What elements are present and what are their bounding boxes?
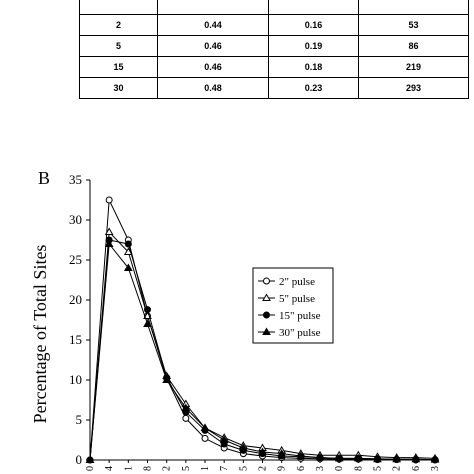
series-line [89,230,436,461]
x-tick-label: 9 [277,466,288,471]
x-tick-label: 4 [104,466,115,471]
legend-marker [262,327,271,335]
data-point [105,196,113,204]
table-cell: 30 [79,77,158,99]
legend-marker [262,293,271,301]
data-point [104,227,114,235]
legend-label: 15" pulse [279,310,321,322]
y-tick-label: 10 [69,372,82,387]
x-tick-label: 3 [315,466,326,471]
data-point [373,454,382,463]
data-point [181,403,191,411]
y-tick-label: 20 [69,292,82,307]
x-tick-label: 2 [258,466,269,471]
data-point [144,306,151,314]
x-tick-label: 6 [296,466,307,471]
x-tick-label: 1 [123,466,134,471]
x-tick-label: 7 [219,466,230,471]
data-point [296,451,306,459]
data-point [85,455,95,463]
data-point [200,423,210,431]
y-tick-label: 5 [76,412,83,427]
data-point [219,435,229,443]
y-tick-label: 25 [69,252,82,267]
legend-marker [263,277,270,285]
x-tick-label: 2 [392,466,403,471]
x-tick-label: 0 [85,466,96,471]
data-point [238,443,248,451]
data-point [162,375,172,383]
legend-label: 5" pulse [279,293,315,305]
table-cell: 0.23 [268,77,359,99]
data-table: 2 0.44 0.16 53 5 0.46 0.19 86 15 0.46 0.18 219 30 0.4… [79,0,469,99]
x-tick-label: 5 [238,466,249,471]
data-point [430,455,440,463]
table-cell: 293 [358,77,469,99]
x-tick-label: 1 [200,466,211,471]
x-tick-label: 8 [353,466,364,471]
data-point [315,453,325,461]
y-tick-label: 0 [76,452,83,467]
table-row: 5 0.46 0.19 86 [79,35,469,57]
x-tick-label: 8 [143,466,154,471]
x-tick-label: 2 [162,466,173,471]
y-tick-label: 30 [69,212,82,227]
panel-label: B [38,168,51,188]
x-tick-label: 5 [181,466,192,471]
data-point [353,453,363,462]
y-axis-title: Percentage of Total Sites [30,245,50,424]
y-tick-label: 35 [69,172,82,187]
legend-label: 30" pulse [279,327,321,339]
x-tick-label: 0 [334,466,345,471]
legend-marker [263,311,270,319]
table-row [79,0,469,15]
data-point [143,319,152,327]
y-tick-label: 15 [69,332,82,347]
table-row: 30 0.48 0.23 293 [79,77,469,99]
data-point [104,239,114,247]
data-point [334,453,344,462]
data-point [123,263,133,271]
data-point [392,454,402,463]
x-tick-label: 6 [411,466,422,471]
data-point [124,240,132,248]
x-tick-label: 3 [430,466,441,471]
data-point [277,449,287,457]
x-tick-label: 5 [373,466,384,471]
data-point [411,454,421,463]
data-point [182,414,190,422]
legend-label: 2" pulse [279,276,315,288]
data-point [258,447,267,455]
table-row: 2 0.44 0.16 53 [79,14,469,36]
data-point [201,434,209,442]
data-table-container: 2 0.44 0.16 53 5 0.46 0.19 86 15 0.46 0.18 219 30 0.4… [79,0,469,99]
